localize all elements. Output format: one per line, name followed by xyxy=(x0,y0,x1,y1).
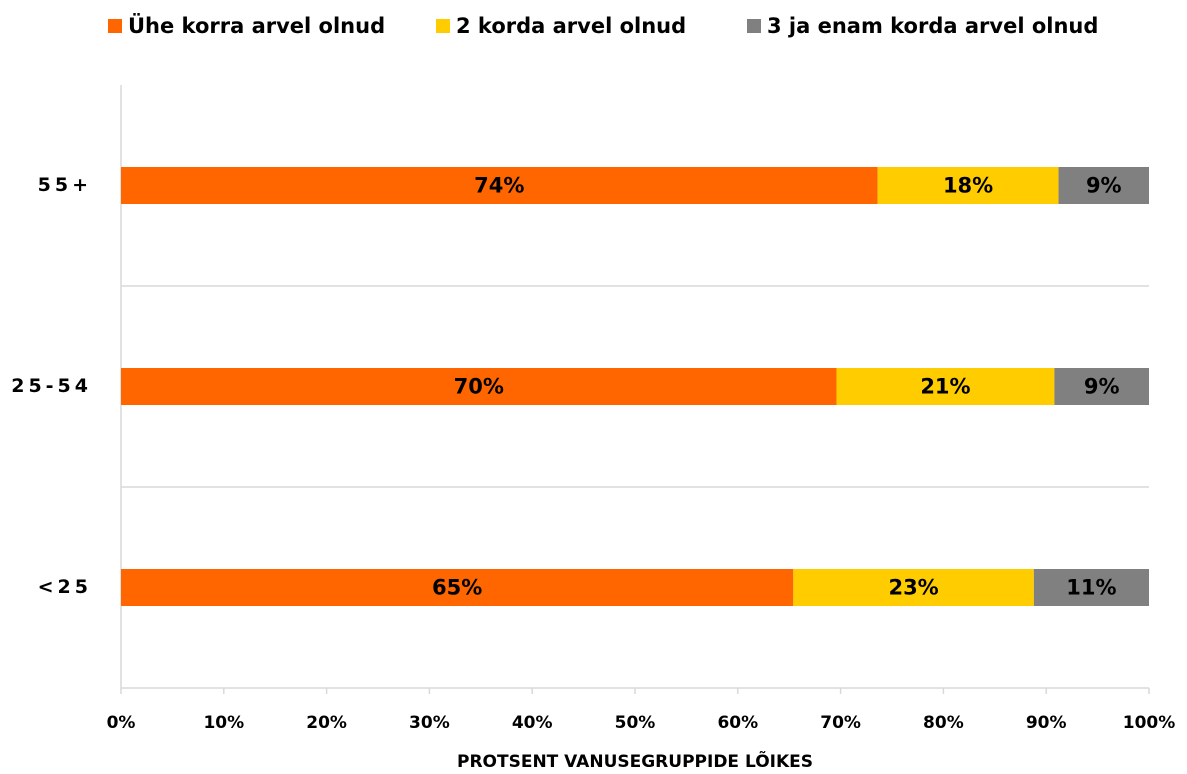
y-tick-label: <25 xyxy=(38,576,92,598)
y-tick-label: 25-54 xyxy=(11,375,92,397)
x-tick-label: 0% xyxy=(107,713,136,733)
bar-segment xyxy=(121,167,878,204)
bar-segment xyxy=(121,569,794,606)
legend-label: 3 ja enam korda arvel olnud xyxy=(767,14,1098,38)
bar-segment xyxy=(1033,569,1149,606)
data-label: 9% xyxy=(1086,174,1122,198)
x-tick-label: 50% xyxy=(615,713,656,733)
x-tick-label: 100% xyxy=(1123,713,1176,733)
legend-label: Ühe korra arvel olnud xyxy=(128,13,385,38)
data-label: 18% xyxy=(943,174,993,198)
legend-swatch xyxy=(108,19,122,33)
x-tick-label: 20% xyxy=(306,713,347,733)
x-tick-label: 70% xyxy=(820,713,861,733)
legend-swatch xyxy=(436,19,450,33)
x-axis-title: PROTSENT VANUSEGRUPPIDE LÕIKES xyxy=(457,749,813,772)
data-label: 23% xyxy=(888,576,938,600)
x-tick-label: 30% xyxy=(409,713,450,733)
bar-segment xyxy=(1058,167,1149,204)
bar-segment xyxy=(121,368,837,405)
x-tick-label: 10% xyxy=(203,713,244,733)
y-tick-label: 55+ xyxy=(38,174,92,196)
data-label: 70% xyxy=(454,375,504,399)
data-label: 9% xyxy=(1084,375,1120,399)
data-label: 11% xyxy=(1066,576,1116,600)
legend-label: 2 korda arvel olnud xyxy=(456,14,686,38)
bar-segment xyxy=(793,569,1034,606)
x-tick-label: 80% xyxy=(923,713,964,733)
legend-swatch xyxy=(747,19,761,33)
x-tick-label: 40% xyxy=(512,713,553,733)
data-label: 21% xyxy=(920,375,970,399)
x-tick-label: 60% xyxy=(717,713,758,733)
bar-segment xyxy=(877,167,1059,204)
bar-segment xyxy=(1054,368,1149,405)
bar-segment xyxy=(836,368,1055,405)
data-label: 65% xyxy=(432,576,482,600)
data-label: 74% xyxy=(474,174,524,198)
x-tick-label: 90% xyxy=(1026,713,1067,733)
